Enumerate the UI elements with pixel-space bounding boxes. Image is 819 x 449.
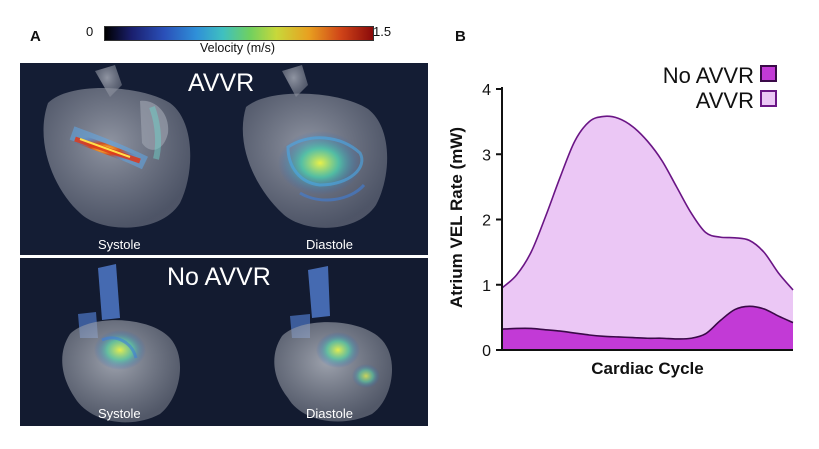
avvr-diastole-heart — [242, 65, 388, 228]
no-avvr-flow-panel: No AVVR Systole Diastole — [20, 258, 428, 426]
panel-label-b: B — [455, 28, 466, 45]
y-tick-label: 1 — [482, 278, 491, 295]
no-avvr-diastole-label: Diastole — [306, 406, 353, 421]
no-avvr-area — [502, 306, 793, 350]
legend-swatch-avvr — [760, 90, 777, 107]
no-avvr-heart-renderings — [62, 264, 393, 423]
y-ticks: 0 1 2 3 4 — [482, 82, 502, 360]
avvr-diastole-label: Diastole — [306, 237, 353, 252]
avvr-area — [502, 116, 793, 350]
y-tick-label: 4 — [482, 82, 491, 99]
y-tick-label: 0 — [482, 343, 491, 360]
legend-label-no-avvr: No AVVR — [663, 63, 754, 88]
velocity-colorbar — [104, 26, 374, 41]
panel-label-a: A — [30, 28, 41, 45]
y-axis-title: Atrium VEL Rate (mW) — [447, 127, 466, 308]
avvr-flow-panel: AVVR Systole Diastole — [20, 63, 428, 255]
no-avvr-diastole-heart — [274, 266, 393, 422]
avvr-panel-title: AVVR — [188, 69, 255, 97]
avvr-heart-renderings — [43, 65, 388, 228]
avvr-line — [501, 115, 794, 291]
legend-swatch-no-avvr — [760, 65, 777, 82]
colorbar-min-label: 0 — [86, 24, 94, 39]
legend-label-avvr: AVVR — [696, 88, 754, 113]
no-avvr-panel-title: No AVVR — [167, 263, 271, 291]
avvr-systole-heart — [43, 65, 191, 228]
plot-areas — [501, 115, 794, 350]
avvr-systole-label: Systole — [98, 237, 141, 252]
y-tick-label: 2 — [482, 213, 491, 230]
no-avvr-systole-label: Systole — [98, 406, 141, 421]
colorbar-max-label: 1.5 — [373, 24, 392, 39]
x-axis-title: Cardiac Cycle — [591, 359, 703, 378]
no-avvr-line — [501, 305, 794, 340]
colorbar-title: Velocity (m/s) — [200, 41, 276, 55]
no-avvr-systole-heart — [62, 264, 181, 423]
y-tick-label: 3 — [482, 147, 491, 164]
